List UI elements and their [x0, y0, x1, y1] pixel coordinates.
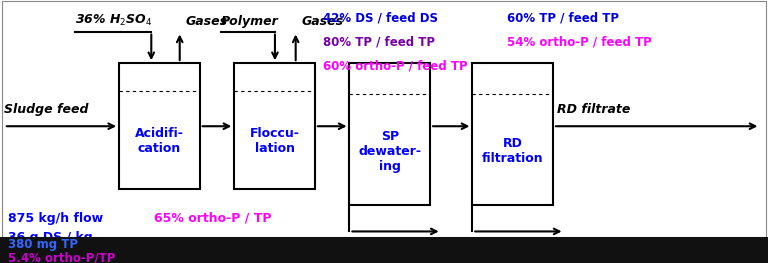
Text: Floccu-
lation: Floccu- lation — [250, 127, 300, 155]
Text: 80% TP / feed TP: 80% TP / feed TP — [323, 36, 435, 48]
Text: SP
dewater-
ing: SP dewater- ing — [358, 130, 422, 173]
Bar — [2, 1, 766, 237]
Text: 875 kg/h flow: 875 kg/h flow — [8, 212, 103, 225]
Text: 5.4% ortho-P/TP: 5.4% ortho-P/TP — [8, 251, 115, 263]
Bar — [349, 63, 430, 205]
Text: 65% ortho-P / TP: 65% ortho-P / TP — [154, 212, 271, 225]
Text: 60% TP / feed TP: 60% TP / feed TP — [507, 12, 619, 25]
Text: 36 g DS / kg: 36 g DS / kg — [8, 231, 92, 244]
Bar — [119, 63, 200, 189]
Text: Gases: Gases — [186, 15, 228, 28]
Text: Sludge feed: Sludge feed — [4, 103, 88, 116]
Text: RD
filtration: RD filtration — [482, 137, 544, 165]
Text: Polymer: Polymer — [221, 15, 279, 28]
Text: RD filtrate: RD filtrate — [557, 103, 631, 116]
Text: 42% DS / feed DS: 42% DS / feed DS — [323, 12, 438, 25]
Text: Acidifi-
cation: Acidifi- cation — [135, 127, 184, 155]
Text: 60% ortho-P / feed TP: 60% ortho-P / feed TP — [323, 59, 467, 72]
Text: 380 mg TP: 380 mg TP — [8, 238, 78, 251]
Text: Gases: Gases — [302, 15, 344, 28]
Text: SP cake: SP cake — [356, 237, 410, 250]
Text: RDF cake: RDF cake — [478, 237, 544, 250]
Text: 54% ortho-P / feed TP: 54% ortho-P / feed TP — [507, 36, 651, 48]
Bar — [472, 63, 553, 205]
Bar — [234, 63, 315, 189]
Bar — [0, 237, 768, 263]
Text: 36% H$_2$SO$_4$: 36% H$_2$SO$_4$ — [75, 13, 153, 28]
